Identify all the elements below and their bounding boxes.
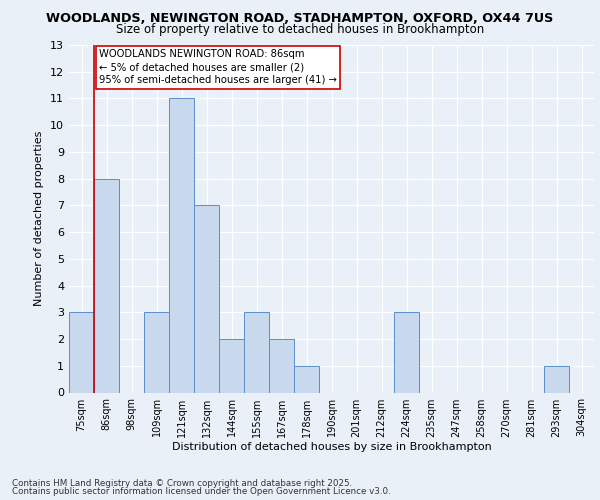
Text: Size of property relative to detached houses in Brookhampton: Size of property relative to detached ho… bbox=[116, 24, 484, 36]
Text: WOODLANDS NEWINGTON ROAD: 86sqm
← 5% of detached houses are smaller (2)
95% of s: WOODLANDS NEWINGTON ROAD: 86sqm ← 5% of … bbox=[99, 49, 337, 86]
Bar bbox=[269, 339, 294, 392]
Bar bbox=[219, 339, 244, 392]
Bar bbox=[394, 312, 419, 392]
Bar bbox=[294, 366, 319, 392]
Text: Contains public sector information licensed under the Open Government Licence v3: Contains public sector information licen… bbox=[12, 487, 391, 496]
Text: Contains HM Land Registry data © Crown copyright and database right 2025.: Contains HM Land Registry data © Crown c… bbox=[12, 478, 352, 488]
Bar bbox=[94, 178, 119, 392]
Bar bbox=[169, 98, 194, 393]
X-axis label: Distribution of detached houses by size in Brookhampton: Distribution of detached houses by size … bbox=[172, 442, 491, 452]
Text: WOODLANDS, NEWINGTON ROAD, STADHAMPTON, OXFORD, OX44 7US: WOODLANDS, NEWINGTON ROAD, STADHAMPTON, … bbox=[46, 12, 554, 26]
Bar bbox=[544, 366, 569, 392]
Y-axis label: Number of detached properties: Number of detached properties bbox=[34, 131, 44, 306]
Bar bbox=[244, 312, 269, 392]
Bar bbox=[69, 312, 94, 392]
Bar bbox=[194, 206, 219, 392]
Bar bbox=[144, 312, 169, 392]
